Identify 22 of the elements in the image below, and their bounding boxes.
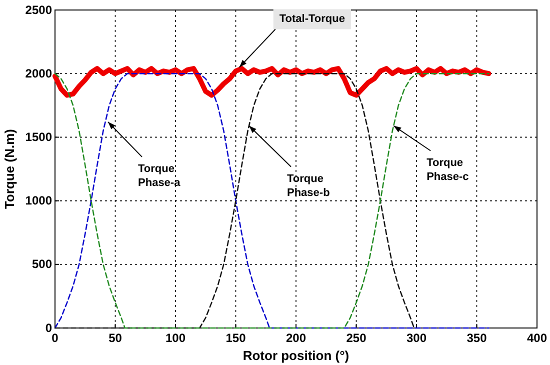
x-tick-label: 400 — [526, 330, 548, 345]
y-tick-label: 500 — [32, 257, 52, 272]
y-axis-title: Torque (N.m) — [2, 129, 17, 209]
y-tick-label: 2000 — [25, 66, 52, 80]
x-axis-title: Rotor position (°) — [242, 348, 350, 363]
y-tick-label: 0 — [45, 320, 52, 335]
annotation: Total-Torque — [279, 13, 345, 26]
x-tick-label: 100 — [165, 330, 186, 345]
annotation: Torque Phase-c — [426, 156, 469, 183]
x-tick-label: 250 — [346, 330, 367, 345]
x-tick-label: 150 — [226, 330, 246, 345]
y-tick-label: 1000 — [25, 194, 52, 208]
x-tick-label: 350 — [466, 330, 488, 345]
x-tick-label: 200 — [286, 330, 306, 345]
x-tick-label: 300 — [406, 330, 427, 345]
annotation: Torque Phase-a — [138, 162, 182, 189]
line-series — [54, 72, 415, 329]
line-series — [54, 72, 490, 329]
x-tick-label: 50 — [108, 330, 122, 345]
annotation: Torque Phase-b — [287, 172, 330, 199]
y-tick-label: 1500 — [25, 130, 52, 144]
y-tick-label: 2500 — [25, 2, 52, 17]
